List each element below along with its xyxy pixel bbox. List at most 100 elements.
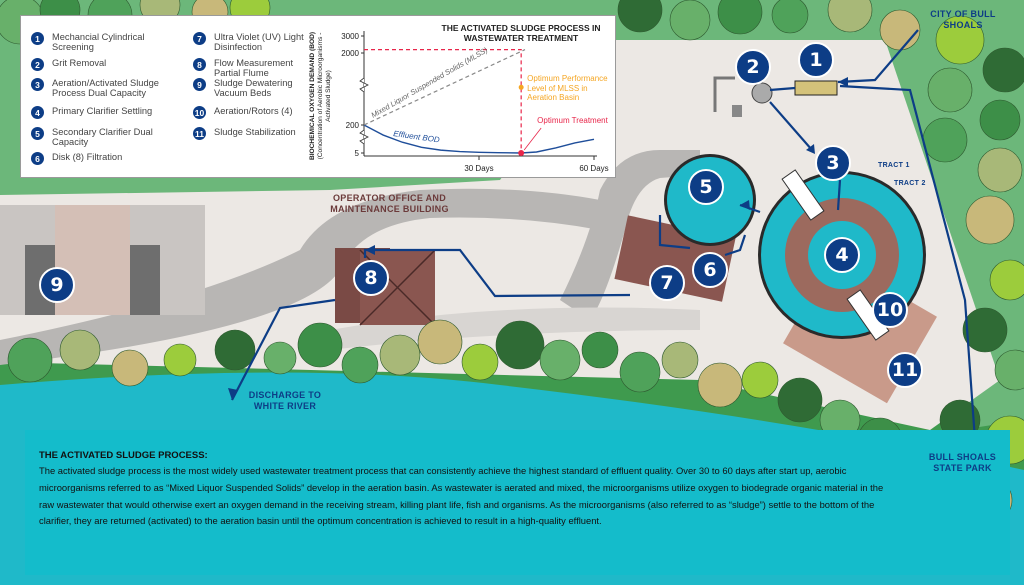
tree	[827, 0, 873, 33]
bod-chart: 3000 2000 200 5 30 Days 60 Days Effluent BOD Mi…	[341, 31, 609, 173]
tree	[697, 362, 743, 408]
vacuum-bed-right	[130, 245, 160, 315]
map-marker-10: 10	[872, 292, 908, 328]
legend-number-badge: 8	[193, 58, 206, 71]
tree	[539, 339, 581, 381]
legend-number-badge: 5	[31, 127, 44, 140]
map-marker-1: 1	[798, 42, 834, 78]
flow-arrow	[658, 215, 691, 250]
grit-chamber	[751, 82, 773, 104]
legend-label: Sludge Stabilization	[214, 127, 296, 137]
city-label: CITY OF BULL SHOALS	[930, 9, 996, 30]
office-label: OPERATOR OFFICE AND MAINTENANCE BUILDING	[330, 193, 449, 214]
access-road-2	[560, 150, 700, 320]
tree	[922, 117, 968, 163]
tree	[927, 67, 973, 113]
park-label: BULL SHOALS STATE PARK	[928, 452, 997, 473]
tree	[417, 319, 463, 365]
series-label-effluent-bod: Effluent BOD	[393, 129, 441, 144]
tree	[7, 337, 53, 383]
legend-number-badge: 10	[193, 106, 206, 119]
axis-break-mark	[359, 129, 369, 145]
optimum-treatment-label: Optimum Treatment	[537, 116, 608, 125]
tree	[989, 259, 1024, 301]
info-panel: THE ACTIVATED SLUDGE PROCESS: The activa…	[25, 430, 1010, 575]
legend-label: Disk (8) Filtration	[52, 152, 123, 162]
tract-1-label: TRACT 1	[878, 162, 910, 169]
flow-arrow	[769, 101, 813, 151]
legend-item: 4 Primary Clarifier Settling	[31, 106, 187, 119]
optimum-level-point	[518, 84, 524, 90]
legend-number-badge: 11	[193, 127, 206, 140]
legend-panel: 1 Mechancial Cylindrical Screening 2 Grit R…	[20, 15, 616, 178]
tract-2-label: TRACT 2	[894, 180, 926, 187]
map-marker-5: 5	[688, 169, 724, 205]
tree	[717, 0, 763, 35]
roof-ridge	[359, 249, 436, 326]
tree	[495, 320, 545, 370]
tree	[994, 349, 1024, 391]
tree	[879, 9, 921, 51]
arrow-heads	[228, 77, 848, 400]
legend-item: 9 Sludge Dewatering Vacuum Beds	[193, 78, 314, 98]
map-marker-8: 8	[353, 260, 389, 296]
screening-unit	[794, 80, 838, 96]
legend-label: Ultra Violet (UV) Light Disinfection	[214, 32, 304, 52]
tree	[297, 322, 343, 368]
legend-label: Mechancial Cylindrical Screening	[52, 32, 145, 52]
tree	[741, 361, 779, 399]
flow-arrows	[231, 29, 977, 441]
legend-item: 2 Grit Removal	[31, 58, 187, 71]
legend-item: 5 Secondary Clarifier Dual Capacity	[31, 127, 187, 147]
y-tick-label: 2000	[341, 49, 359, 58]
legend-number-badge: 1	[31, 32, 44, 45]
tree	[982, 47, 1024, 93]
rotor-bridge	[781, 169, 825, 221]
series-line-0	[363, 124, 595, 154]
tree	[777, 377, 823, 423]
inflow-arrow	[837, 29, 919, 84]
legend-label: Aeration/Rotors (4)	[214, 106, 293, 116]
map-marker-2: 2	[735, 49, 771, 85]
legend-item: 8 Flow Measurement Partial Flume	[193, 58, 314, 78]
flow-arrow	[363, 248, 631, 298]
chart-title: THE ACTIVATED SLUDGE PROCESS IN WASTEWAT…	[441, 23, 601, 43]
legend-number-badge: 6	[31, 152, 44, 165]
info-heading: THE ACTIVATED SLUDGE PROCESS:	[39, 450, 208, 461]
tree	[617, 0, 663, 33]
legend-label: Aeration/Activated Sludge Process Dual C…	[52, 78, 159, 98]
x-tick-label: 60 Days	[579, 164, 608, 173]
legend-item: 7 Ultra Violet (UV) Light Disinfection	[193, 32, 314, 52]
optimum-treatment-pointer	[523, 127, 542, 151]
legend-number-badge: 2	[31, 58, 44, 71]
axis-break-mark	[359, 77, 369, 93]
legend-label: Sludge Dewatering Vacuum Beds	[214, 78, 293, 98]
tree	[163, 343, 197, 377]
tree	[979, 99, 1021, 141]
tree	[581, 331, 619, 369]
info-body: The activated sludge process is the most…	[39, 465, 884, 527]
plant-grounds	[0, 40, 1000, 430]
y-tick-label: 3000	[341, 32, 359, 41]
optimum-level-label: Optimum Performance Level of MLSS in Aer…	[527, 74, 607, 102]
legend-label: Primary Clarifier Settling	[52, 106, 153, 116]
tree	[263, 341, 297, 375]
map-marker-7: 7	[649, 265, 685, 301]
tree	[661, 341, 699, 379]
pump	[732, 105, 742, 117]
map-marker-6: 6	[692, 252, 728, 288]
tree	[935, 15, 985, 65]
tree	[669, 0, 711, 41]
series-line-1	[363, 49, 526, 126]
optimum-guide-line	[364, 48, 522, 153]
map-marker-3: 3	[815, 145, 851, 181]
y-tick-label: 200	[346, 121, 360, 130]
tree	[771, 0, 809, 34]
pipe	[713, 76, 735, 112]
flow-arrow	[836, 179, 842, 211]
tree	[461, 343, 499, 381]
return-arrow	[839, 84, 977, 441]
tree	[111, 349, 149, 387]
access-road	[0, 188, 600, 365]
series-label-mlss: Mixed Liquor Suspended Solids (MLSS)	[370, 45, 490, 120]
